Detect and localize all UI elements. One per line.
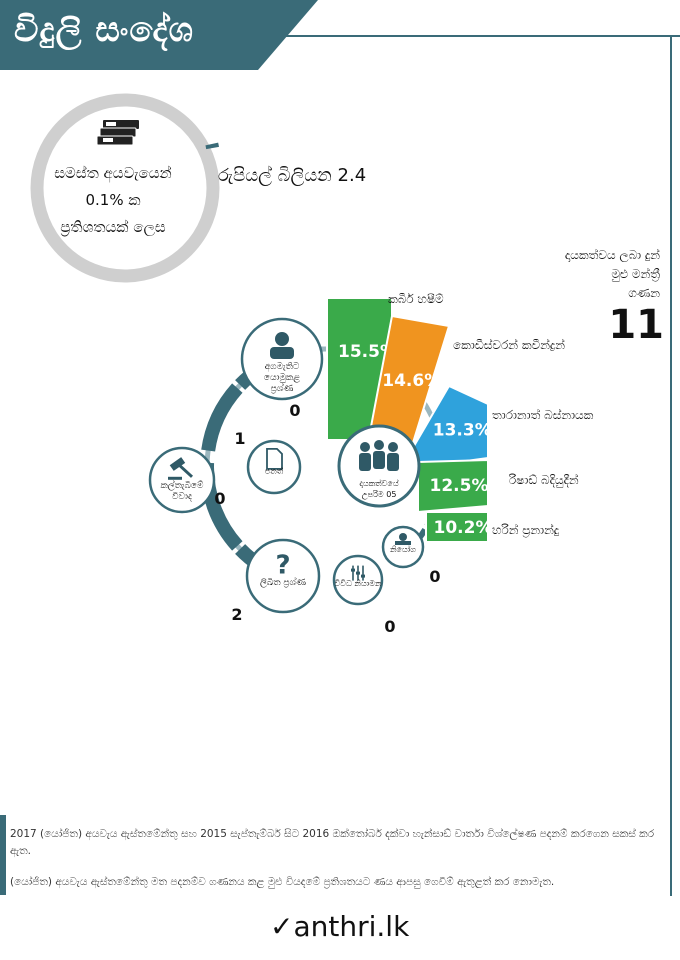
activity-bubble-3: කල්තැබීමේවිවාද 0 — [148, 446, 226, 514]
center-title-line-2: උපරිම 05 — [362, 490, 397, 500]
page-title: විදුලි සංදේශ — [14, 10, 194, 50]
activity-circle-3 — [148, 446, 216, 514]
contributor-name-3: තාරානාත් බස්නායක — [492, 408, 594, 422]
activity-count-3: 0 — [214, 489, 225, 508]
activity-label-3-2: විවාද — [172, 491, 192, 502]
activity-circle-6 — [381, 525, 425, 569]
activity-circle-4 — [245, 538, 321, 614]
sliders-icon — [351, 565, 365, 581]
contributor-value-2: 14.6% — [382, 371, 441, 391]
right-border-line — [670, 36, 672, 896]
contributor-bar-4 — [417, 458, 489, 514]
budget-share-text: සමස්ත අයවැයෙන් 0.1% ක ප්‍රතිශතයක් ලෙස — [38, 160, 188, 241]
top5-center: දායකත්වයේ උපරිම 05 — [337, 424, 421, 508]
mp-label-line-2: මුළු මන්ත්‍රී — [611, 267, 660, 281]
contributor-value-5: 10.2% — [434, 518, 493, 538]
stamp-icon — [395, 533, 411, 545]
activity-count-5: 0 — [384, 617, 395, 636]
activity-label-1-3: ප්‍රශ්ණ — [271, 383, 294, 394]
activity-label-1-1: අගමැතිට — [265, 361, 300, 372]
activity-bubble-1: අගමැතිටයොමුකළප්‍රශ්ණ 0 — [240, 317, 324, 420]
footer-accent-bar — [0, 815, 6, 895]
contributor-wedge-3: 13.3%තාරානාත් බස්නායක — [398, 384, 594, 472]
gavel-icon — [168, 457, 194, 480]
contributor-name-2: කොඩීස්වරන් කවීන්ද්‍රන් — [453, 338, 565, 352]
activity-label-2-1: පනත් — [265, 465, 284, 475]
question-icon: ? — [275, 550, 290, 580]
contributor-value-3: 13.3% — [433, 421, 492, 441]
budget-ring-fill — [205, 142, 220, 150]
activity-bubbles: අගමැතිටයොමුකළප්‍රශ්ණ 0 පනත් 1 කල්තැබීමේවිවාද… — [148, 317, 441, 636]
mp-label-line-3: ගණන — [628, 286, 660, 300]
header-band — [0, 0, 680, 70]
contributor-value-4: 12.5% — [430, 476, 489, 496]
activity-label-1-2: යොමුකළ — [264, 373, 300, 383]
activity-bubble-5: විවිධ නියාමන 0 — [332, 554, 396, 636]
budget-line-1: සමස්ත අයවැයෙන් — [54, 164, 172, 182]
activity-bubble-6: නියෝග 0 — [381, 525, 441, 586]
person-icon — [270, 332, 294, 359]
svg-text:?: ? — [275, 550, 290, 580]
mp-label-line-1: දායකත්වය ලබා දුන් — [564, 248, 660, 262]
contributor-bar-5 — [425, 511, 489, 543]
group-icon — [359, 440, 399, 471]
manthri-logo[interactable]: ✓anthri.lk — [270, 910, 409, 943]
budget-amount: රුපියල් බිලියන 2.4 — [218, 165, 367, 186]
activity-count-1: 0 — [289, 401, 300, 420]
center-title-line: දායකත්වයේ — [359, 478, 398, 488]
logo-check-icon: ✓ — [270, 910, 294, 943]
contributor-value-1: 15.5% — [338, 342, 397, 362]
contributor-wedge-2: 14.6% කොඩීස්වරන් කවීන්ද්‍රන් — [368, 314, 565, 448]
contributor-bar-3 — [398, 384, 489, 472]
footer-note-2: (යෝජිත) අයවැය ඇස්තමේන්තු මත පදනම්ව ගණනය … — [10, 876, 555, 888]
footer-note-1: 2017 (යෝජිත) අයවැය ඇස්තමේන්තු සහ 2015 සැ… — [10, 828, 655, 857]
budget-line-2: 0.1% ක — [85, 191, 141, 209]
activity-label-4-1: ලිඛිත ප්‍රශ්ණ — [260, 577, 306, 588]
document-icon — [266, 448, 283, 470]
activity-label-3-1: කල්තැබීමේ — [160, 480, 204, 491]
contributor-wedge-5: 10.2% හරින් ප්‍රනාන්දු — [425, 511, 560, 543]
activity-count-2: 1 — [234, 429, 245, 448]
budget-ring — [30, 93, 220, 283]
activity-count-6: 0 — [429, 567, 440, 586]
activity-bubble-2: පනත් 1 — [234, 429, 302, 495]
contributor-name-1: කබීර් හෂීම් — [388, 292, 444, 306]
ring-segment-adjournment — [201, 383, 243, 452]
activity-label-6-1: නියෝග — [390, 544, 416, 554]
contributor-name-4: රිෂාඩ් බදියුදීන් — [508, 473, 579, 488]
budget-ring-track — [30, 93, 220, 283]
money-stack-icon — [96, 120, 139, 146]
contributor-name-5: හරින් ප්‍රනාන්දු — [492, 523, 560, 538]
mp-count-label: දායකත්වය ලබා දුන් මුළු මන්ත්‍රී ගණන — [520, 246, 660, 303]
logo-text: anthri.lk — [293, 910, 410, 943]
contributor-wedge-4: 12.5% රිෂාඩ් බදියුදීන් — [417, 458, 579, 514]
activity-bubble-4: ?ලිඛිත ප්‍රශ්ණ 2 — [231, 538, 321, 624]
top-contributors-fan: 15.5% කබීර් හෂීම් 14.6% කොඩීස්වරන් කවීන්ද්‍… — [326, 292, 594, 543]
budget-line-3: ප්‍රතිශතයක් ලෙස — [60, 218, 166, 236]
activity-label-5-1: විවිධ නියාමන — [334, 579, 382, 588]
activity-count-4: 2 — [231, 605, 242, 624]
mp-count-value: 11 — [608, 302, 664, 348]
